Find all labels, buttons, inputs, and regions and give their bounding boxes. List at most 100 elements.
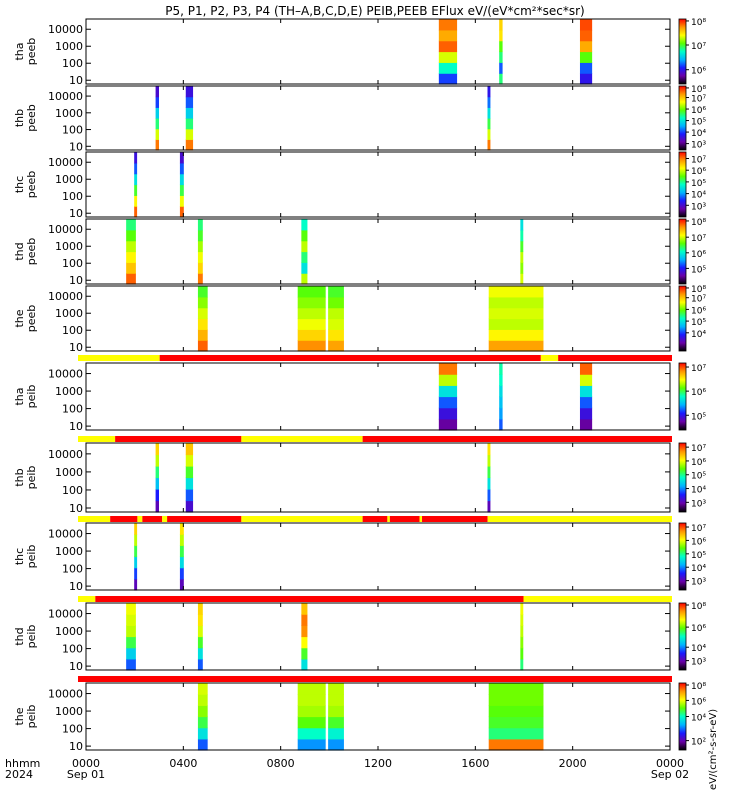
colorbar-tick-label: 10⁵: [691, 412, 706, 422]
time-axis-row1-label: hhmm: [5, 757, 40, 770]
y-tick-label: 1000: [55, 173, 83, 186]
spectrogram-bin: [438, 363, 458, 375]
colorbar-tick-label: 10⁶: [691, 167, 706, 177]
spectrogram-bin: [579, 374, 593, 386]
colorbar-tick-label: 10⁷: [691, 95, 706, 105]
state-bar-segment: [110, 516, 138, 522]
spectrogram-bin: [155, 454, 159, 467]
spectrogram-bin: [197, 219, 203, 231]
colorbar-tick-label: 10⁷: [691, 444, 706, 454]
spectrogram-bin: [488, 738, 544, 751]
spectrogram-bin: [438, 385, 458, 398]
colorbar-tick-label: 10³: [691, 499, 706, 509]
y-tick-label: 100: [62, 484, 83, 497]
spectrogram-bin: [297, 318, 326, 330]
spectrogram-bin: [197, 694, 208, 706]
colorbar-thc_peib: [678, 522, 687, 591]
spectrogram-bin: [438, 19, 458, 31]
spectrogram-bin: [487, 466, 491, 479]
spectrogram-bin: [438, 51, 458, 63]
colorbar-tick-label: 10⁸: [691, 682, 706, 692]
spectrogram-bin: [579, 418, 593, 431]
y-axis-label-the_peeb: thepeeb: [13, 305, 38, 333]
spectrogram-bin: [499, 62, 503, 74]
spectrogram-bin: [520, 262, 524, 274]
spectrogram-bin: [134, 523, 138, 535]
spectrogram-bin: [185, 128, 194, 140]
spectrogram-bin: [197, 296, 208, 309]
spectrogram-bin: [579, 73, 593, 85]
spectrogram-bin: [499, 19, 503, 31]
spectrogram-bin: [297, 296, 326, 309]
panel-the_peib: 10 100 1000 10000 thepeib 10⁸ 10⁶ 10⁴ 10²: [13, 682, 706, 753]
spectrogram-bin: [185, 489, 194, 502]
spectrogram-bin: [134, 184, 138, 196]
spectrogram-bin: [499, 29, 503, 42]
spectrogram-bin: [197, 636, 203, 649]
spectrogram-bin: [297, 286, 326, 298]
y-tick-label: 10000: [48, 23, 83, 36]
spectrogram-bin: [197, 229, 203, 242]
spectrogram-bin: [197, 614, 203, 626]
spectrogram-bin: [579, 29, 593, 42]
y-axis-label-line: peeb: [25, 171, 38, 199]
spectrogram-bin: [297, 727, 326, 740]
spectrogram-bin: [579, 40, 593, 53]
state-bar-segment: [362, 516, 388, 522]
spectrogram-bin: [185, 96, 194, 108]
spectrogram-bin: [487, 454, 491, 467]
y-axis-label-line: the: [13, 707, 26, 725]
y-tick-label: 100: [62, 190, 83, 203]
time-tick-label: 1200: [364, 757, 392, 770]
time-tick-label: 0800: [267, 757, 295, 770]
plot-area-thd_peeb: [86, 219, 670, 284]
y-tick-label: 100: [62, 257, 83, 270]
colorbar-tick-label: 10⁵: [691, 179, 706, 189]
spectrogram-bin: [197, 318, 208, 330]
y-axis-label-thc_peeb: thcpeeb: [13, 171, 38, 199]
y-axis-label-line: the: [13, 309, 26, 327]
colorbar-tick-label: 10⁴: [691, 191, 706, 201]
spectrogram-bin: [301, 273, 308, 285]
state-bar-segment: [162, 516, 168, 522]
y-axis-label-line: peib: [25, 625, 38, 649]
colorbar-tick-label: 10⁵: [691, 318, 706, 328]
spectrogram-bin: [301, 658, 308, 671]
plot-area-thb_peeb: [86, 86, 670, 150]
spectrogram-bin: [520, 614, 524, 626]
state-bar-segment: [78, 676, 672, 682]
spectrogram-bin: [488, 727, 544, 740]
spectrogram-bin: [579, 407, 593, 420]
spectrogram-bin: [328, 329, 344, 341]
colorbar-thd_peeb: [678, 218, 687, 285]
colorbar-tick-label: 10⁵: [691, 472, 706, 482]
spectrogram-bin: [520, 273, 524, 285]
y-axis-label-thb_peeb: thbpeeb: [13, 104, 38, 132]
spectrogram-bin: [185, 466, 194, 479]
y-tick-label: 10: [69, 740, 83, 753]
y-tick-label: 1000: [55, 40, 83, 53]
spectrogram-bin: [197, 727, 208, 740]
state-bar-segment: [137, 516, 143, 522]
spectrogram-bin: [487, 139, 491, 151]
spectrogram-bin: [155, 477, 159, 490]
y-tick-label: 10: [69, 580, 83, 593]
spectrogram-bin: [499, 73, 503, 85]
y-axis-label-thb_peib: thbpeib: [13, 466, 38, 490]
spectrogram-bin: [126, 219, 136, 231]
spectrogram-bin: [179, 152, 184, 164]
state-bar-segment: [159, 355, 541, 361]
spectrogram-bin: [197, 240, 203, 253]
spectrogram-bin: [328, 318, 344, 330]
colorbar-tick-label: 10³: [691, 658, 706, 668]
spectrogram-bin: [301, 262, 308, 274]
spectrogram-bin: [126, 262, 136, 274]
spectrogram-bin: [197, 262, 203, 274]
y-tick-label: 100: [62, 723, 83, 736]
spectrogram-bin: [185, 139, 194, 151]
spectrogram-bin: [134, 206, 138, 218]
y-tick-label: 10000: [48, 290, 83, 303]
spectrogram-bin: [179, 206, 184, 218]
colorbar-tick-label: 10⁸: [691, 18, 706, 28]
y-tick-label: 10000: [48, 368, 83, 381]
